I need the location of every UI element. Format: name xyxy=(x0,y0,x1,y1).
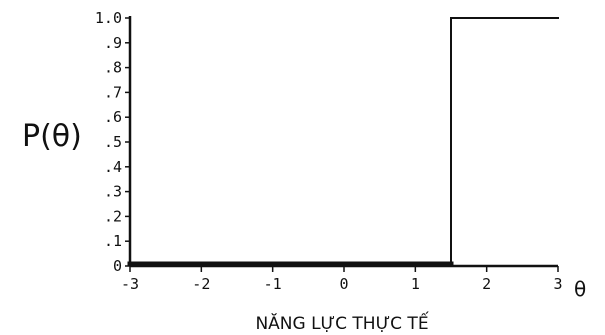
y-tick-label: .3 xyxy=(104,183,122,201)
y-tick-label: 1.0 xyxy=(95,9,122,27)
y-tick-label: .1 xyxy=(104,232,122,250)
y-tick-label: .6 xyxy=(104,108,122,126)
x-tick-label: 0 xyxy=(339,275,348,293)
x-tick-label: 2 xyxy=(482,275,491,293)
x-tick-label: -2 xyxy=(192,275,210,293)
x-tick-label: 1 xyxy=(411,275,420,293)
x-tick-label: -1 xyxy=(264,275,282,293)
series xyxy=(127,17,559,267)
x-axis-label: NĂNG LỰC THỰC TẾ xyxy=(255,310,428,334)
y-tick-label: .8 xyxy=(104,59,122,77)
y-tick-label: .7 xyxy=(104,83,122,101)
axes xyxy=(128,16,558,268)
y-tick-label: .4 xyxy=(104,158,122,176)
x-tick-label: 3 xyxy=(553,275,562,293)
y-tick-label: .2 xyxy=(104,207,122,225)
y-tick-label: .9 xyxy=(104,34,122,52)
y-tick-label: 0 xyxy=(113,257,122,275)
x-tick-label: -3 xyxy=(121,275,139,293)
ticks: 0 .1 .2 .3 .4 .5 .6 .7 .8 .9 1.0 -3 -2 -1 0 1 2 3 xyxy=(95,9,563,293)
y-tick-label: .5 xyxy=(104,133,122,151)
x-axis-symbol: θ xyxy=(574,277,586,301)
y-axis-label: P(θ) xyxy=(22,119,82,154)
